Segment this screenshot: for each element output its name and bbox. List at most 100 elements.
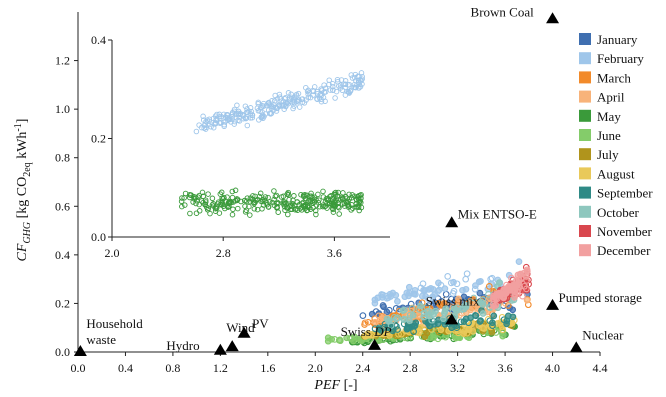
data-point [324,334,332,342]
data-point [487,275,495,283]
data-point [376,316,384,324]
data-point [407,300,415,308]
inset-data-point [202,201,209,207]
data-point [513,288,521,296]
data-point [459,286,466,294]
inset-data-point [209,195,216,202]
inset-data-point [348,87,354,94]
inset-data-point [286,196,292,203]
y-tick-label: 0.8 [55,151,70,165]
inset-data-point [337,85,344,91]
inset-data-point [217,191,224,197]
inset-data-point [243,207,250,213]
inset-data-point [254,196,261,203]
data-point [449,308,457,315]
data-point [499,332,507,340]
x-tick-label: 1.2 [213,361,228,375]
inset-data-point [259,197,266,203]
data-point [394,326,401,333]
x-tick-label: 2.0 [308,361,323,375]
reference-marker [368,338,382,350]
inset-data-point [230,206,236,213]
inset-data-point [304,202,311,209]
legend-label: January [597,32,638,47]
data-point [500,294,508,302]
inset-data-point [251,206,258,212]
inset-data-point [210,203,217,209]
inset-data-point [179,203,185,210]
data-point [428,316,436,324]
inset-chart: 2.0 2.8 3.6 0.0 0.2 0.4 [91,33,390,260]
main-axes: 0.0 0.4 0.8 1.2 1.6 2.0 2.4 2.8 3.2 3.6 4.0 4.4 0.0… [55,12,608,375]
inset-data-point [200,117,207,123]
data-point [519,292,526,300]
x-tick-label: 2.4 [355,361,370,375]
inset-data-point [218,119,224,126]
data-point [434,320,442,327]
data-point [441,285,449,292]
data-point [523,296,531,304]
inset-data-point [328,193,334,199]
inset-data-point [274,96,281,102]
inset-data-point [348,72,355,78]
inset-data-point [193,210,200,216]
data-point [485,283,493,290]
reference-label: Household waste [86,316,143,347]
legend: January February March April May June July Augu… [579,32,653,258]
reference-label: Wind [226,320,255,335]
legend-swatch [579,186,591,199]
data-point [375,324,383,332]
inset-data-point [281,199,287,205]
data-point [434,335,442,343]
inset-data-point [291,193,297,199]
inset-data-point [216,114,222,120]
x-tick-label: 4.0 [545,361,560,375]
data-point [436,301,444,309]
inset-data-point [358,70,365,76]
data-point [479,296,487,304]
inset-data-point [200,113,206,120]
inset-data-point [342,84,349,91]
data-point [523,267,531,275]
inset-data-point [348,207,354,213]
inset-data-point [240,113,246,119]
legend-label: September [597,186,653,201]
inset-data-point [222,198,228,204]
inset-data-point [246,203,252,210]
data-point [411,286,419,294]
inset-data-point [247,212,253,218]
data-point [499,326,507,334]
reference-label: Nuclear [582,327,624,342]
inset-data-point [247,195,254,201]
inset-data-point [273,192,280,199]
x-axis-label: PEF [-] [313,378,357,393]
inset-data-point [320,194,327,200]
data-point [424,308,431,315]
data-point [508,274,515,282]
inset-data-point [285,90,292,96]
data-point [398,330,405,338]
inset-data-point [221,195,227,201]
data-point [388,317,396,325]
inset-x-tick-label: 3.6 [327,246,342,260]
data-point [359,312,367,319]
inset-data-point [268,110,275,117]
data-point [476,318,484,325]
inset-data-point [224,111,230,118]
inset-data-point [307,197,314,203]
inset-data-point [206,121,212,128]
data-point [471,312,479,319]
inset-data-point [339,201,346,207]
inset-data-point [187,210,193,217]
data-point [425,295,432,303]
data-point [394,298,401,305]
inset-data-point [298,191,304,198]
reference-marker [546,12,560,24]
inset-data-point [348,202,355,208]
data-point [461,302,469,310]
data-point [437,326,445,334]
data-point [343,334,350,342]
reference-marker [445,216,459,228]
inset-data-point [312,207,319,214]
inset-data-point [329,80,336,87]
